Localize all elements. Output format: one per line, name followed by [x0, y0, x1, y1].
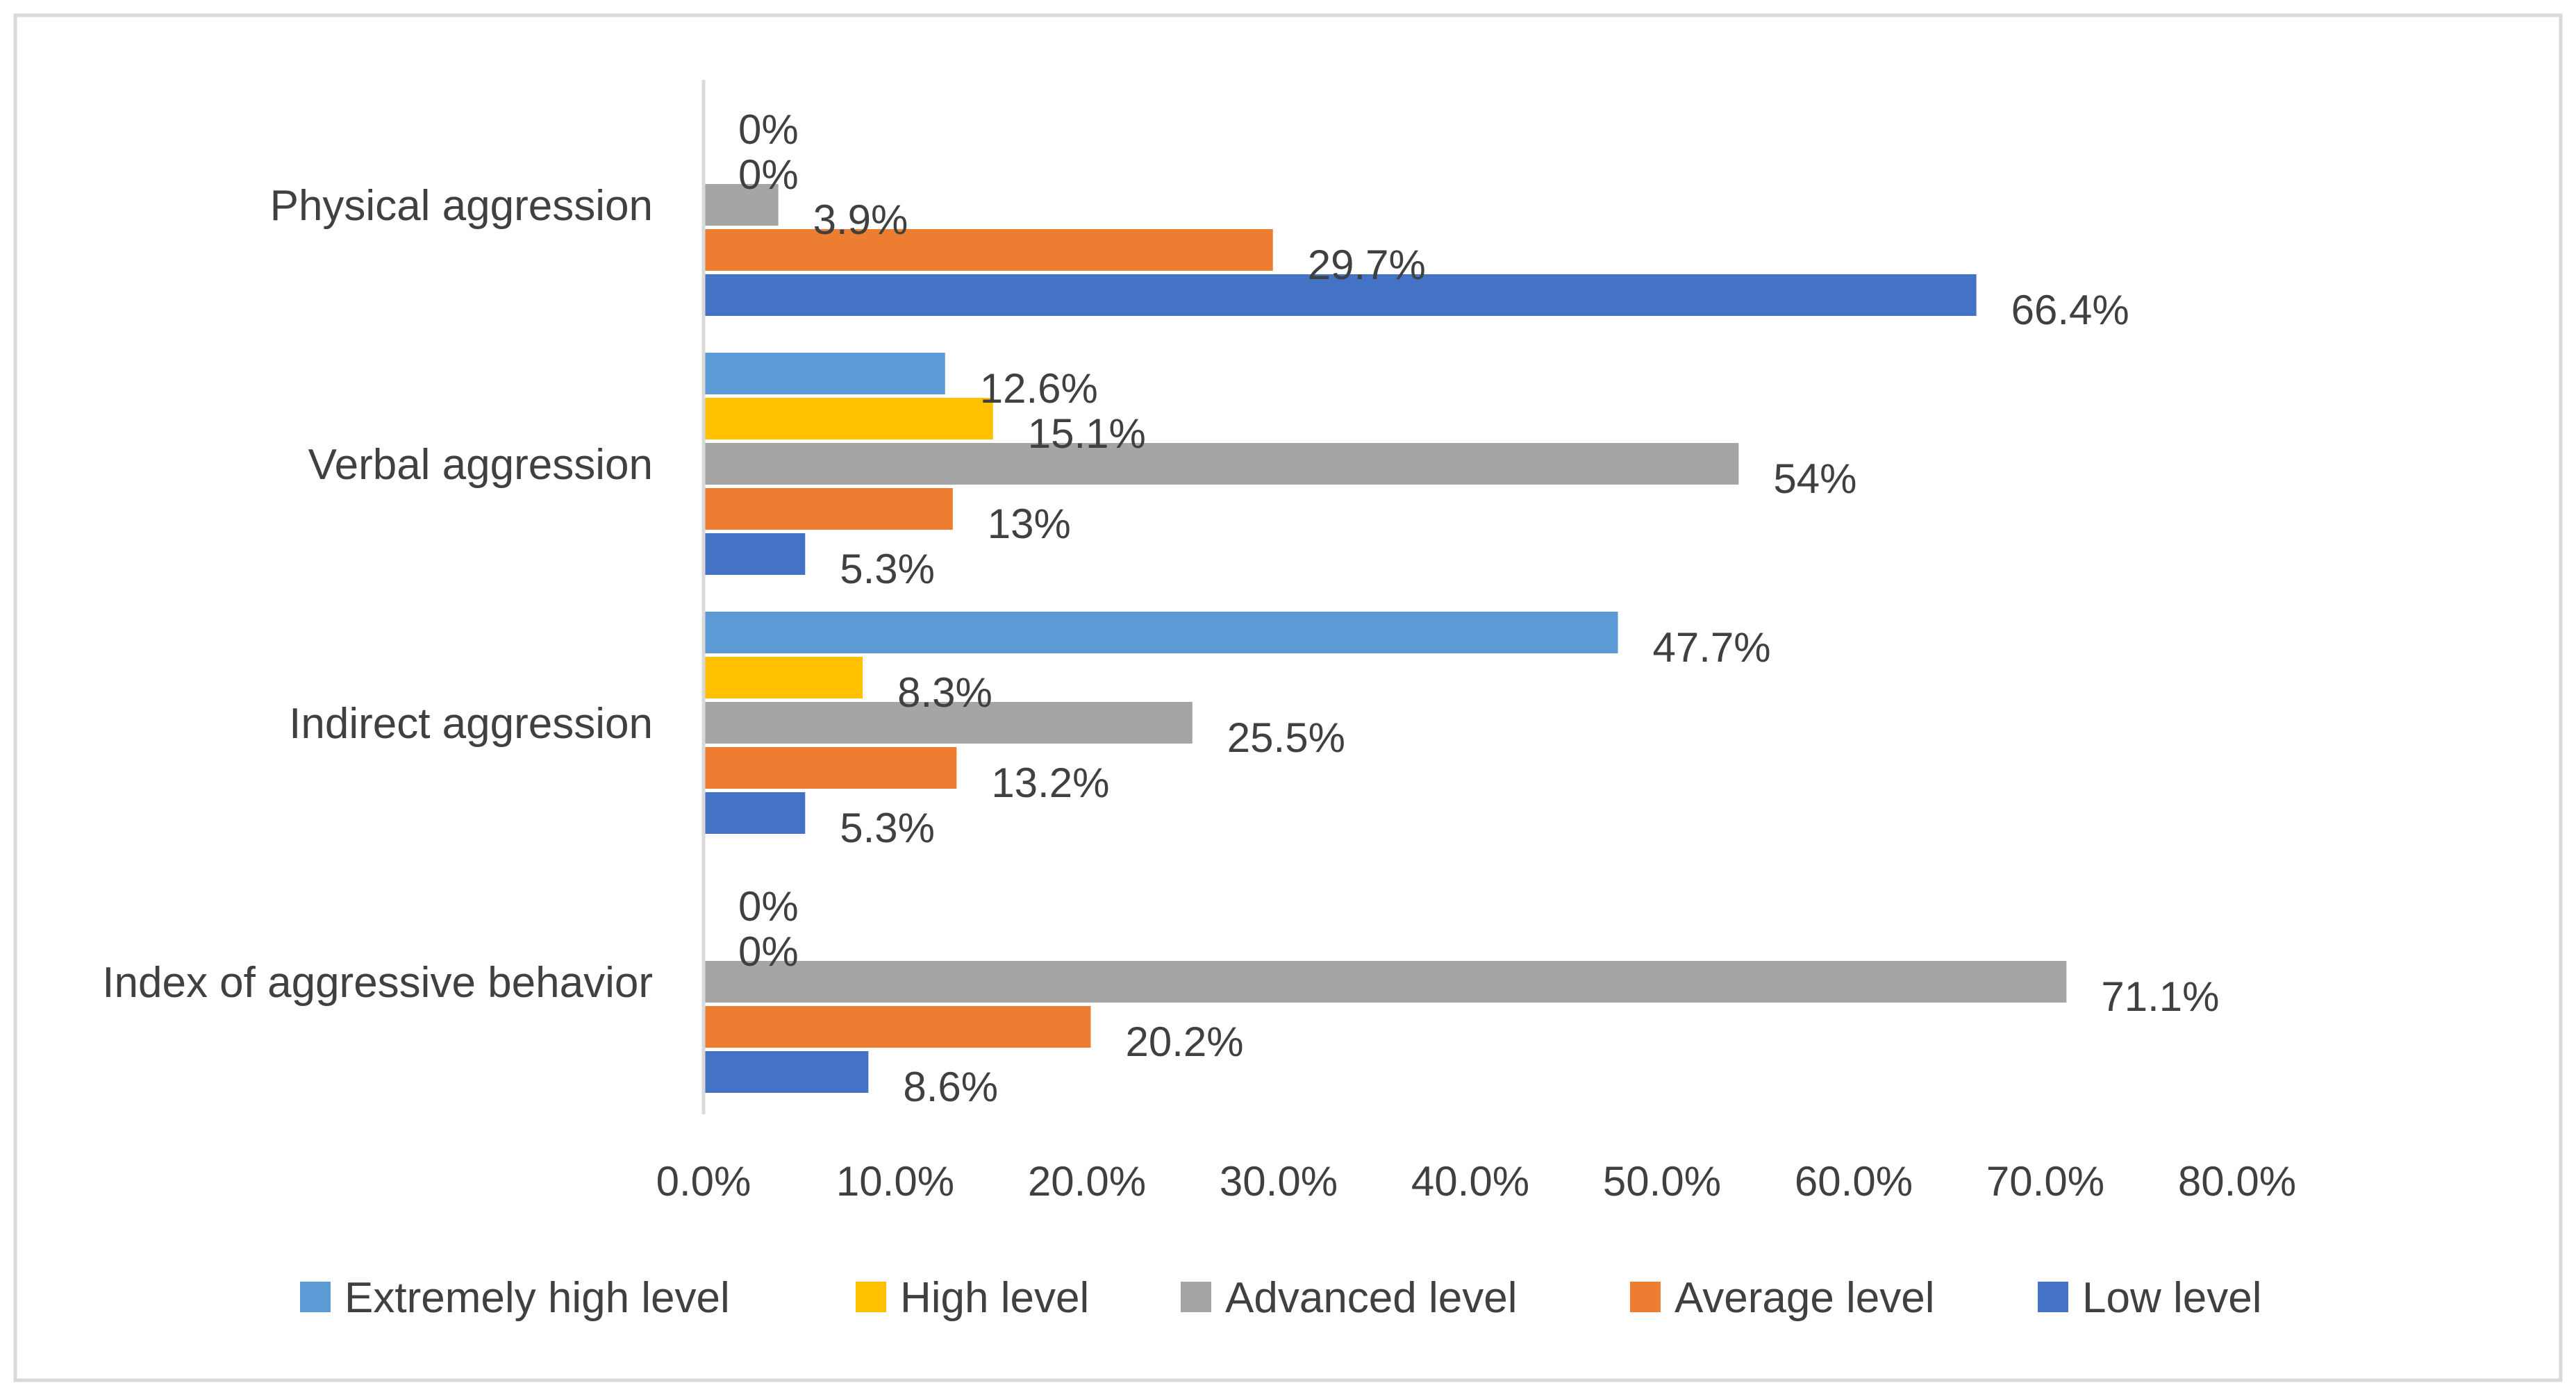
data-label-verbal-aggression-low-level: 5.3% — [840, 546, 935, 592]
legend-swatch-high-level — [856, 1282, 886, 1312]
legend: Extremely high level High level Advanced l… — [300, 1274, 2261, 1322]
bar-physical-aggression-low-level — [704, 274, 1977, 316]
bar-verbal-aggression-low-level — [704, 533, 806, 575]
legend-label-advanced-level: Advanced level — [1225, 1274, 1518, 1322]
data-label-indirect-aggression-advanced-level: 25.5% — [1227, 714, 1345, 761]
x-tick-label: 0.0% — [656, 1158, 751, 1205]
data-label-index-of-aggressive-behavior-advanced-level: 71.1% — [2101, 973, 2219, 1020]
legend-label-average-level: Average level — [1675, 1274, 1935, 1322]
legend-swatch-advanced-level — [1181, 1282, 1211, 1312]
x-tick-label: 50.0% — [1603, 1158, 1721, 1205]
bar-indirect-aggression-low-level — [704, 792, 806, 834]
category-label-index-of-aggressive-behavior: Index of aggressive behavior — [102, 959, 653, 1007]
category-labels: Physical aggression Verbal aggression Indi… — [102, 182, 653, 1007]
bar-indirect-aggression-high-level — [704, 657, 863, 698]
bar-physical-aggression-average-level — [704, 229, 1273, 271]
category-label-physical-aggression: Physical aggression — [270, 182, 653, 230]
data-label-index-of-aggressive-behavior-low-level: 8.6% — [903, 1064, 998, 1110]
data-label-verbal-aggression-high-level: 15.1% — [1028, 410, 1146, 457]
data-label-indirect-aggression-low-level: 5.3% — [840, 805, 935, 851]
data-labels: 0%0%3.9%29.7%66.4%12.6%15.1%54%13%5.3%47… — [738, 106, 2220, 1110]
x-tick-label: 20.0% — [1028, 1158, 1146, 1205]
bar-verbal-aggression-high-level — [704, 398, 993, 439]
data-label-verbal-aggression-extremely-high-level: 12.6% — [980, 365, 1098, 412]
bar-index-of-aggressive-behavior-low-level — [704, 1051, 869, 1093]
data-label-verbal-aggression-average-level: 13% — [988, 501, 1071, 547]
chart-border — [13, 13, 2563, 1382]
data-label-verbal-aggression-advanced-level: 54% — [1773, 455, 1856, 502]
data-label-physical-aggression-advanced-level: 3.9% — [813, 196, 908, 243]
x-tick-label: 80.0% — [2178, 1158, 2296, 1205]
data-label-indirect-aggression-extremely-high-level: 47.7% — [1653, 624, 1771, 671]
legend-swatch-extremely-high-level — [300, 1282, 331, 1312]
legend-label-extremely-high-level: Extremely high level — [344, 1274, 730, 1322]
bar-indirect-aggression-average-level — [704, 747, 957, 789]
legend-swatch-average-level — [1630, 1282, 1661, 1312]
category-label-verbal-aggression: Verbal aggression — [308, 441, 653, 489]
bars-layer — [704, 184, 2067, 1093]
x-tick-label: 40.0% — [1411, 1158, 1529, 1205]
bar-verbal-aggression-extremely-high-level — [704, 353, 945, 394]
data-label-physical-aggression-average-level: 29.7% — [1308, 242, 1426, 288]
bar-index-of-aggressive-behavior-advanced-level — [704, 961, 2067, 1003]
legend-swatch-low-level — [2038, 1282, 2068, 1312]
data-label-index-of-aggressive-behavior-average-level: 20.2% — [1126, 1019, 1244, 1065]
data-label-index-of-aggressive-behavior-extremely-high-level: 0% — [738, 883, 799, 930]
bar-indirect-aggression-advanced-level — [704, 702, 1193, 744]
data-label-physical-aggression-extremely-high-level: 0% — [738, 106, 799, 153]
data-label-indirect-aggression-high-level: 8.3% — [897, 669, 992, 716]
data-label-physical-aggression-high-level: 0% — [738, 151, 799, 198]
x-tick-label: 30.0% — [1220, 1158, 1338, 1205]
bar-verbal-aggression-advanced-level — [704, 443, 1739, 485]
x-tick-label: 10.0% — [836, 1158, 954, 1205]
bar-indirect-aggression-extremely-high-level — [704, 612, 1618, 653]
category-label-indirect-aggression: Indirect aggression — [289, 700, 653, 748]
bar-physical-aggression-advanced-level — [704, 184, 779, 226]
bar-verbal-aggression-average-level — [704, 488, 953, 530]
data-label-physical-aggression-low-level: 66.4% — [2011, 287, 2129, 333]
legend-label-high-level: High level — [900, 1274, 1089, 1322]
data-label-index-of-aggressive-behavior-high-level: 0% — [738, 928, 799, 975]
x-axis-ticks: 0.0% 10.0% 20.0% 30.0% 40.0% 50.0% 60.0% 70.0% 8… — [656, 1158, 2296, 1205]
legend-label-low-level: Low level — [2082, 1274, 2261, 1322]
data-label-indirect-aggression-average-level: 13.2% — [991, 760, 1109, 806]
x-tick-label: 70.0% — [1986, 1158, 2104, 1205]
bar-index-of-aggressive-behavior-average-level — [704, 1006, 1091, 1048]
x-tick-label: 60.0% — [1795, 1158, 1913, 1205]
